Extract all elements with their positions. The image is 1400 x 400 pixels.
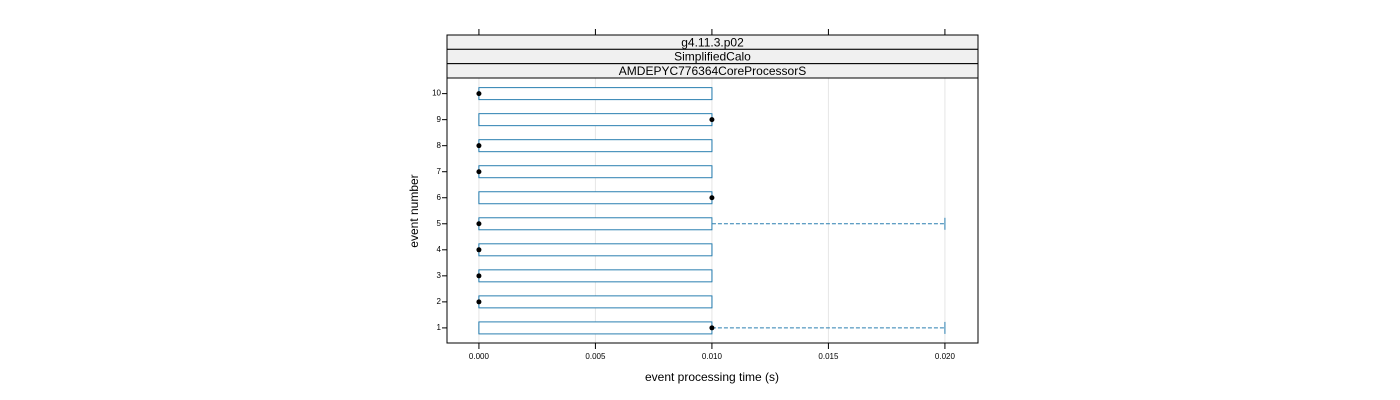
strip-label: SimplifiedCalo bbox=[674, 50, 751, 64]
y-tick-label: 7 bbox=[437, 167, 442, 176]
median-dot bbox=[476, 143, 482, 149]
y-tick-label: 1 bbox=[437, 323, 442, 332]
median-dot bbox=[476, 299, 482, 305]
box bbox=[478, 295, 713, 309]
y-tick-label: 5 bbox=[437, 219, 442, 228]
y-tick-label: 10 bbox=[432, 89, 441, 98]
median-dot bbox=[476, 169, 482, 175]
box bbox=[478, 87, 713, 101]
x-tick-label: 0.020 bbox=[935, 352, 956, 361]
strip-label: g4.11.3.p02 bbox=[681, 35, 744, 49]
x-tick-label: 0.000 bbox=[469, 352, 490, 361]
box bbox=[478, 139, 713, 153]
box bbox=[478, 113, 713, 127]
panel bbox=[446, 77, 979, 344]
y-tick-label: 8 bbox=[437, 141, 442, 150]
median-dot bbox=[476, 221, 482, 227]
y-tick-label: 4 bbox=[437, 245, 442, 254]
box bbox=[478, 243, 713, 257]
x-tick-label: 0.015 bbox=[818, 352, 839, 361]
box bbox=[478, 217, 713, 231]
box bbox=[478, 191, 713, 205]
median-dot bbox=[709, 117, 715, 123]
y-tick-label: 6 bbox=[437, 193, 442, 202]
x-axis-label: event processing time (s) bbox=[645, 370, 779, 384]
box bbox=[478, 165, 713, 179]
x-tick-label: 0.010 bbox=[702, 352, 723, 361]
box bbox=[478, 321, 713, 335]
median-dot bbox=[476, 91, 482, 97]
median-dot bbox=[476, 247, 482, 253]
x-tick-label: 0.005 bbox=[585, 352, 606, 361]
y-tick-label: 9 bbox=[437, 115, 442, 124]
median-dot bbox=[709, 325, 715, 331]
strip-label: AMDEPYC776364CoreProcessorS bbox=[619, 64, 806, 78]
y-axis-label: event number bbox=[407, 174, 421, 247]
box bbox=[478, 269, 713, 283]
y-tick-label: 2 bbox=[437, 297, 442, 306]
y-tick-label: 3 bbox=[437, 271, 442, 280]
median-dot bbox=[709, 195, 715, 201]
median-dot bbox=[476, 273, 482, 279]
